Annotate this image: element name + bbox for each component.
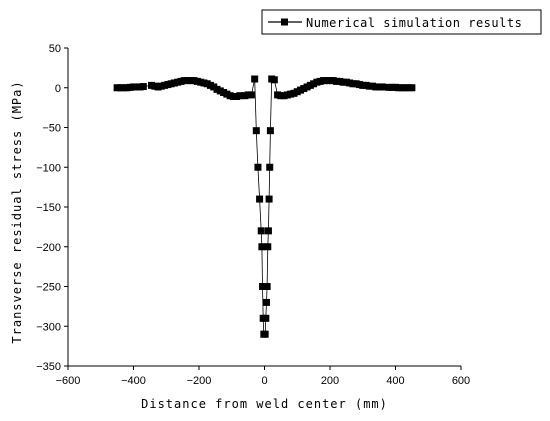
data-point: [265, 195, 273, 203]
x-tick-label: −400: [121, 375, 146, 387]
legend-marker-square: [281, 18, 288, 26]
data-point: [264, 243, 272, 251]
x-tick-label: 600: [452, 375, 470, 387]
data-point: [139, 83, 147, 91]
data-point: [256, 195, 264, 203]
legend-label: Numerical simulation results: [306, 16, 522, 30]
y-axis-ticks: 50 0 −50 −100 −150 −200 −250 −300 −350: [36, 43, 68, 373]
y-tick-label: −50: [42, 123, 61, 135]
x-axis-title: Distance from weld center (mm): [141, 397, 388, 411]
data-point: [247, 91, 255, 99]
x-tick-label: −200: [187, 375, 212, 387]
y-tick-label: −300: [36, 321, 61, 333]
y-tick-label: 0: [55, 83, 61, 95]
series-line: [117, 78, 412, 335]
x-tick-label: −600: [56, 375, 81, 387]
x-tick-label: 400: [386, 375, 404, 387]
y-tick-label: −150: [36, 202, 61, 214]
data-point: [408, 84, 416, 92]
data-point: [378, 83, 386, 91]
data-point: [251, 75, 259, 83]
y-tick-label: 50: [49, 43, 61, 55]
data-point: [259, 283, 267, 290]
data-point: [258, 243, 266, 251]
data-point: [257, 227, 265, 235]
data-point: [252, 127, 260, 135]
data-point: [266, 127, 274, 135]
legend-box: [261, 9, 542, 35]
series-layer: [113, 75, 416, 338]
x-axis-ticks: −600 −400 −200 0 200 400 600: [56, 366, 470, 387]
data-point: [262, 314, 270, 322]
y-tick-label: −250: [36, 282, 61, 294]
legend: Numerical simulation results: [261, 9, 542, 35]
y-tick-label: −200: [36, 242, 61, 254]
y-tick-label: −100: [36, 162, 61, 174]
data-point: [263, 283, 271, 290]
data-point: [262, 298, 270, 306]
data-point: [254, 163, 262, 171]
data-point: [270, 76, 278, 84]
data-point: [266, 163, 274, 171]
y-tick-label: −350: [36, 361, 61, 373]
data-point: [264, 227, 272, 235]
x-tick-label: 0: [261, 375, 267, 387]
x-tick-label: 200: [321, 375, 339, 387]
data-point: [236, 92, 244, 100]
y-axis-title: Transverse residual stress (MPa): [10, 80, 24, 343]
data-point: [261, 330, 269, 338]
